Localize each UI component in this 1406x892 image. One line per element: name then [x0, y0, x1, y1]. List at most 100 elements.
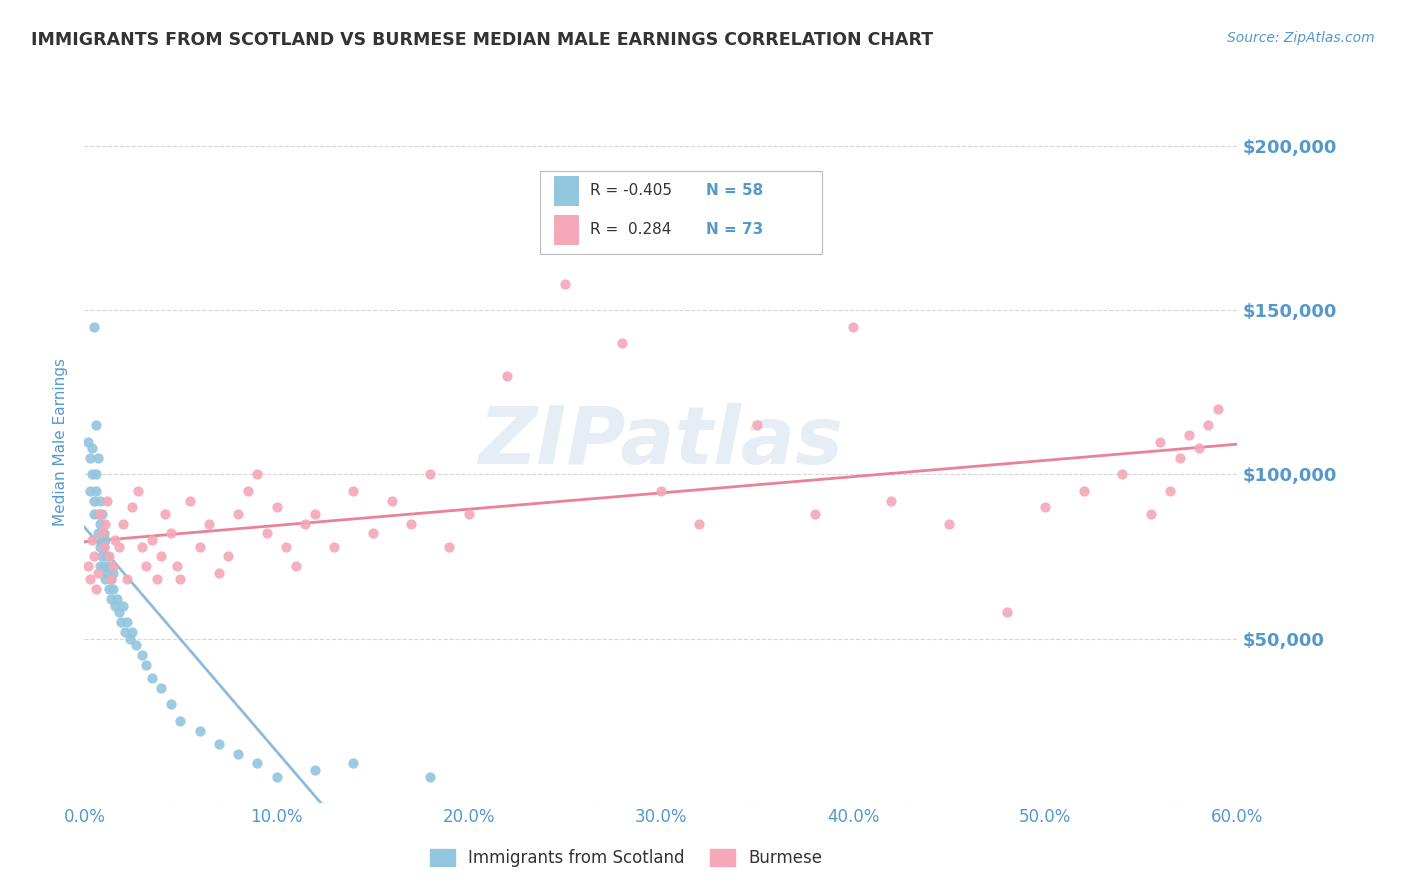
Point [111, 516, 134, 531]
Point [131, 540, 153, 554]
Point [1168, 450, 1191, 465]
Point [198, 516, 221, 531]
Point [218, 549, 240, 564]
Point [90, 549, 112, 564]
Point [84, 467, 107, 482]
Point [688, 516, 710, 531]
Point [246, 467, 269, 482]
Point [89, 559, 111, 574]
Point [93, 540, 115, 554]
Y-axis label: Median Male Earnings: Median Male Earnings [53, 358, 69, 525]
Bar [554, 215, 579, 245]
Point [90, 507, 112, 521]
Point [419, 770, 441, 784]
Bar [554, 176, 579, 206]
Point [1159, 483, 1181, 498]
Point [842, 319, 865, 334]
Point [323, 540, 346, 554]
Point [89, 516, 111, 531]
Point [79, 483, 101, 498]
Point [108, 540, 131, 554]
Text: Source: ZipAtlas.com: Source: ZipAtlas.com [1227, 31, 1375, 45]
Point [89, 507, 111, 521]
Point [1198, 418, 1220, 433]
Point [1073, 483, 1095, 498]
Point [93, 540, 115, 554]
Point [93, 559, 115, 574]
Point [77, 434, 100, 449]
Point [160, 698, 183, 712]
Point [84, 483, 107, 498]
Point [103, 582, 124, 597]
Point [114, 625, 136, 640]
Point [304, 507, 326, 521]
Point [208, 566, 231, 580]
Point [208, 737, 231, 751]
Point [96, 493, 118, 508]
Point [146, 573, 169, 587]
Point [84, 582, 107, 597]
Point [87, 566, 110, 580]
Point [803, 507, 825, 521]
FancyBboxPatch shape [540, 170, 823, 253]
Point [153, 507, 176, 521]
Text: IMMIGRANTS FROM SCOTLAND VS BURMESE MEDIAN MALE EARNINGS CORRELATION CHART: IMMIGRANTS FROM SCOTLAND VS BURMESE MEDI… [31, 31, 934, 49]
Point [96, 549, 118, 564]
Point [111, 599, 134, 613]
Point [120, 632, 142, 646]
Point [1206, 401, 1229, 416]
Point [342, 756, 364, 771]
Point [98, 582, 121, 597]
Point [83, 507, 105, 521]
Point [246, 756, 269, 771]
Point [89, 540, 111, 554]
Point [304, 763, 326, 777]
Point [266, 500, 288, 515]
Point [284, 559, 307, 574]
Point [150, 549, 173, 564]
Point [612, 336, 634, 351]
Point [1149, 434, 1171, 449]
Point [83, 319, 105, 334]
Point [77, 559, 100, 574]
Point [266, 770, 288, 784]
Point [79, 450, 101, 465]
Point [1140, 507, 1163, 521]
Point [98, 559, 121, 574]
Point [439, 540, 461, 554]
Point [89, 493, 111, 508]
Point [100, 592, 122, 607]
Point [83, 493, 105, 508]
Point [80, 533, 103, 547]
Point [100, 573, 122, 587]
Point [103, 566, 124, 580]
Point [236, 483, 259, 498]
Legend: Immigrants from Scotland, Burmese: Immigrants from Scotland, Burmese [423, 842, 830, 874]
Point [80, 467, 103, 482]
Point [84, 418, 107, 433]
Point [90, 526, 112, 541]
Point [94, 573, 117, 587]
Point [115, 615, 138, 630]
Text: ZIPatlas: ZIPatlas [478, 402, 844, 481]
Point [94, 533, 117, 547]
Point [141, 671, 163, 685]
Point [87, 526, 110, 541]
Text: N = 58: N = 58 [706, 184, 763, 198]
Point [276, 540, 298, 554]
Point [496, 368, 519, 383]
Point [135, 657, 157, 672]
Point [1033, 500, 1056, 515]
Point [399, 516, 422, 531]
Point [361, 526, 384, 541]
Point [131, 648, 153, 662]
Point [150, 681, 173, 695]
Point [121, 625, 143, 640]
Point [90, 533, 112, 547]
Point [79, 573, 101, 587]
Point [554, 277, 576, 291]
Point [188, 540, 211, 554]
Point [880, 493, 903, 508]
Point [179, 493, 201, 508]
Point [87, 507, 110, 521]
